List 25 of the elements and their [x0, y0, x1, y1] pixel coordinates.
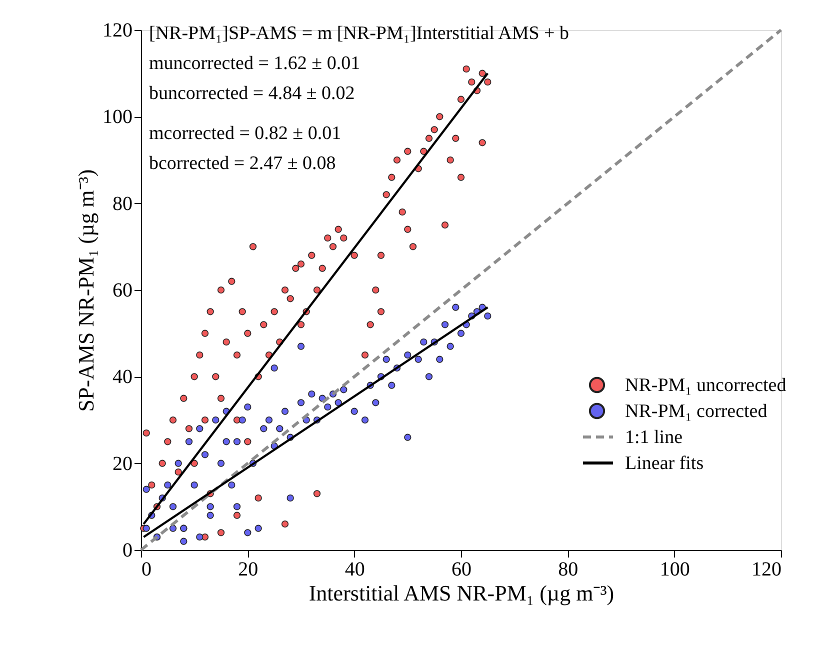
- legend-label: NR-PM₁ uncorrected: [625, 375, 787, 396]
- legend-label: Linear fits: [625, 453, 704, 474]
- x-axis-title: Interstitial AMS NR-PM₁ (µg m⁻³): [308, 580, 614, 606]
- legend-label: 1:1 line: [625, 427, 683, 448]
- y-tick-label: 80: [112, 192, 132, 215]
- y-tick-label: 0: [122, 540, 132, 562]
- x-tick-label: 20: [238, 558, 258, 580]
- y-tick-label: 20: [112, 452, 132, 475]
- annotation: [NR-PM₁]SP-AMS = m [NR-PM₁]Interstitial AMS + b: [149, 23, 569, 44]
- legend-label: NR-PM₁ corrected: [625, 401, 768, 422]
- x-tick-label: 80: [558, 558, 578, 580]
- x-tick-label: 100: [660, 558, 690, 580]
- x-tick-label: 0: [142, 558, 152, 580]
- y-tick-label: 60: [112, 280, 132, 302]
- annotation: muncorrected = 1.62 ± 0.01: [149, 53, 360, 74]
- y-tick-label: 120: [102, 20, 132, 42]
- annotation: buncorrected = 4.84 ± 0.02: [149, 83, 355, 104]
- x-tick-label: 40: [344, 558, 365, 580]
- x-tick-label: 60: [452, 558, 472, 580]
- y-axis-title: SP-AMS NR-PM₁ (µg m⁻³): [74, 169, 98, 412]
- annotation: mcorrected = 0.82 ± 0.01: [149, 123, 342, 144]
- y-tick-label: 40: [112, 366, 132, 388]
- y-tick-label: 100: [102, 106, 132, 128]
- annotation: bcorrected = 2.47 ± 0.08: [149, 153, 336, 174]
- x-tick-label: 120: [752, 558, 782, 580]
